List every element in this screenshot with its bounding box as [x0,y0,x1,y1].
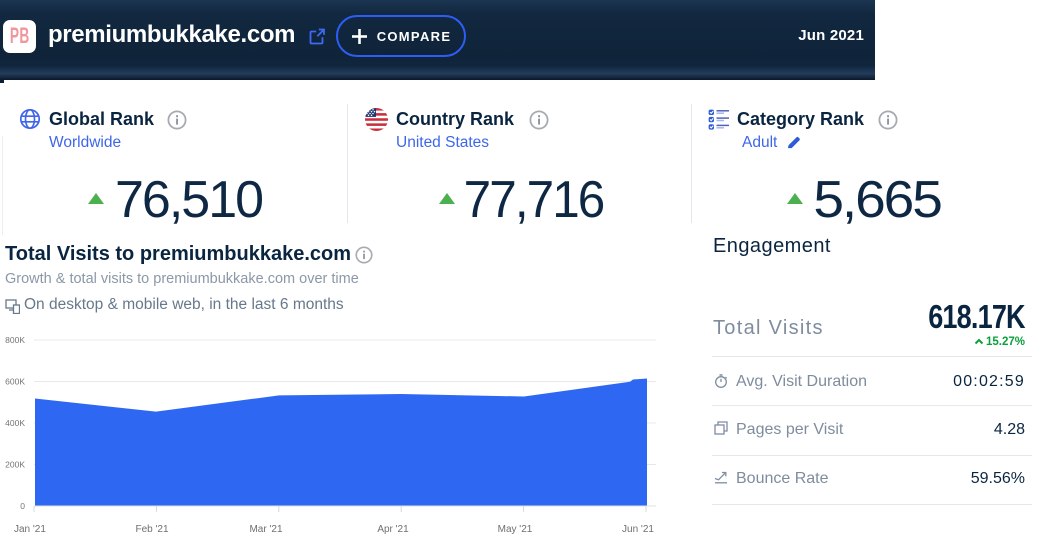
svg-text:600K: 600K [5,377,25,387]
svg-text:Mar '21: Mar '21 [249,524,282,535]
svg-text:0: 0 [20,501,25,511]
svg-text:Apr '21: Apr '21 [377,524,409,535]
svg-text:200K: 200K [5,460,25,470]
svg-text:May '21: May '21 [498,524,533,535]
svg-text:Jun '21: Jun '21 [622,524,654,535]
svg-text:400K: 400K [5,418,25,428]
svg-text:Feb '21: Feb '21 [135,524,168,535]
svg-text:Jan '21: Jan '21 [14,524,46,535]
svg-text:800K: 800K [5,335,25,345]
